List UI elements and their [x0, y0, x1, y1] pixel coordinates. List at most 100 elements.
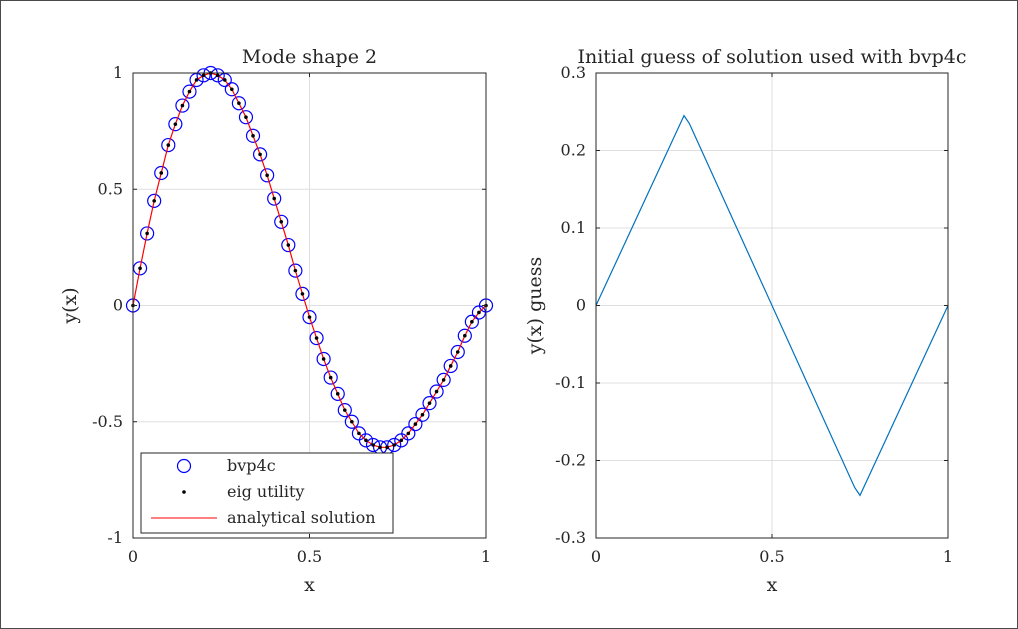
right-ytick-label: 0: [576, 296, 586, 315]
axes-initial-guess: 0 0.5 1 -0.3 -0.2 -0.1 0 0.1 0.2 0.3 Initial gues…: [524, 46, 967, 596]
right-ytick-label: -0.1: [555, 373, 586, 392]
right-ytick-label: 0.2: [561, 141, 586, 160]
left-dot-point: [392, 443, 397, 447]
left-dot-point: [173, 122, 178, 126]
ticks-left: 0 0.5 1 -1 -0.5 0 0.5 1: [92, 63, 491, 566]
left-xtick-label: 0.5: [297, 547, 322, 566]
left-circle-point: [450, 344, 465, 360]
left-dot-point: [201, 73, 206, 78]
right-ytick-label: -0.3: [555, 528, 586, 547]
left-dot-point: [350, 419, 354, 424]
left-circle-point: [323, 370, 338, 385]
right-xtick-label: 0: [591, 547, 601, 566]
left-circle-point: [316, 351, 331, 367]
left-circle-point: [408, 416, 423, 432]
left-dot-point: [427, 401, 432, 405]
left-dot-point: [222, 78, 227, 82]
right-series-line-0: [595, 114, 949, 497]
left-circle-point: [210, 68, 225, 83]
left-xtick-label: 0: [128, 547, 138, 566]
chart-title-left: Mode shape 2: [242, 46, 377, 68]
chart-title-right: Initial guess of solution used with bvp4…: [577, 46, 966, 68]
left-dot-point: [455, 350, 460, 354]
left-circle-point: [302, 310, 317, 325]
left-circle-point: [196, 68, 211, 83]
left-circle-point: [281, 237, 296, 253]
legend-item-eig: eig utility: [227, 482, 304, 501]
left-dot-point: [477, 310, 481, 315]
right-ytick-label: 0.3: [561, 63, 586, 82]
left-circle-point: [245, 128, 261, 143]
left-circle-point: [337, 403, 352, 418]
left-ytick-label: 0: [113, 296, 123, 315]
left-circle-point: [358, 433, 374, 448]
left-circle-point: [175, 98, 190, 113]
left-dot-point: [258, 152, 262, 157]
left-dot-point: [371, 443, 375, 447]
left-circle-point: [457, 328, 472, 343]
left-circle-point: [231, 96, 246, 111]
left-circle-point: [365, 437, 381, 453]
left-circle-point: [168, 117, 183, 132]
legend-item-analytical: analytical solution: [227, 508, 376, 527]
left-dot-point: [187, 89, 192, 94]
legend: bvp4c eig utility analytical solution: [140, 452, 394, 534]
ticks-right: 0 0.5 1 -0.3 -0.2 -0.1 0 0.1 0.2 0.3: [555, 63, 953, 566]
left-circle-point: [436, 372, 451, 387]
left-circle-point: [161, 137, 176, 153]
right-ytick-label: 0.1: [561, 218, 586, 237]
left-dot-point: [406, 431, 411, 436]
left-ytick-label: -0.5: [92, 412, 123, 431]
left-dot-point: [279, 220, 284, 224]
left-dot-point: [307, 315, 312, 319]
left-dot-point: [413, 422, 418, 426]
left-dot-point: [378, 445, 382, 450]
left-circle-point: [274, 214, 289, 229]
left-circle-point: [182, 84, 197, 99]
left-circle-point: [443, 358, 458, 374]
left-circle-point: [238, 110, 254, 125]
left-dot-point: [215, 73, 220, 78]
left-circle-point: [288, 263, 303, 278]
y-axis-label-left: y(x): [59, 287, 81, 324]
left-dot-point: [265, 173, 269, 178]
left-dot-point: [272, 196, 277, 201]
left-dot-point: [463, 333, 467, 338]
left-ytick-label: -1: [107, 528, 123, 547]
left-circle-point: [422, 396, 437, 411]
left-ytick-label: 1: [113, 63, 123, 82]
series-right: [595, 114, 949, 497]
left-circle-point: [260, 168, 275, 183]
left-dot-point: [237, 101, 241, 106]
left-dot-point: [470, 319, 474, 324]
y-axis-label-right: y(x) guess: [524, 257, 546, 355]
left-dot-point: [441, 378, 446, 382]
left-circle-point: [224, 82, 239, 97]
left-dot-point: [343, 408, 347, 412]
left-dot-point: [335, 392, 340, 396]
left-circle-point: [140, 226, 155, 241]
left-dot-point: [321, 357, 326, 361]
left-dot-point: [166, 143, 171, 147]
axes-mode-shape: 0 0.5 1 -1 -0.5 0 0.5 1 Mode shape 2 x y(x) bvp…: [59, 46, 494, 596]
legend-dot-marker: [182, 490, 186, 494]
right-xtick-label: 1: [943, 547, 953, 566]
x-axis-label-right: x: [767, 574, 778, 596]
left-dot-point: [293, 268, 298, 273]
left-circle-point: [252, 147, 268, 162]
left-circle-point: [132, 261, 148, 276]
left-dot-point: [180, 103, 185, 108]
left-dot-point: [364, 438, 368, 443]
left-xtick-label: 1: [481, 547, 491, 566]
left-dot-point: [328, 375, 333, 380]
x-axis-label-left: x: [304, 574, 315, 596]
left-dot-point: [152, 199, 156, 203]
left-dot-point: [244, 115, 248, 119]
left-circle-point: [401, 426, 416, 441]
left-dot-point: [194, 78, 199, 82]
left-circle-point: [464, 314, 479, 329]
left-circle-point: [154, 165, 169, 181]
left-circle-point: [309, 330, 324, 346]
